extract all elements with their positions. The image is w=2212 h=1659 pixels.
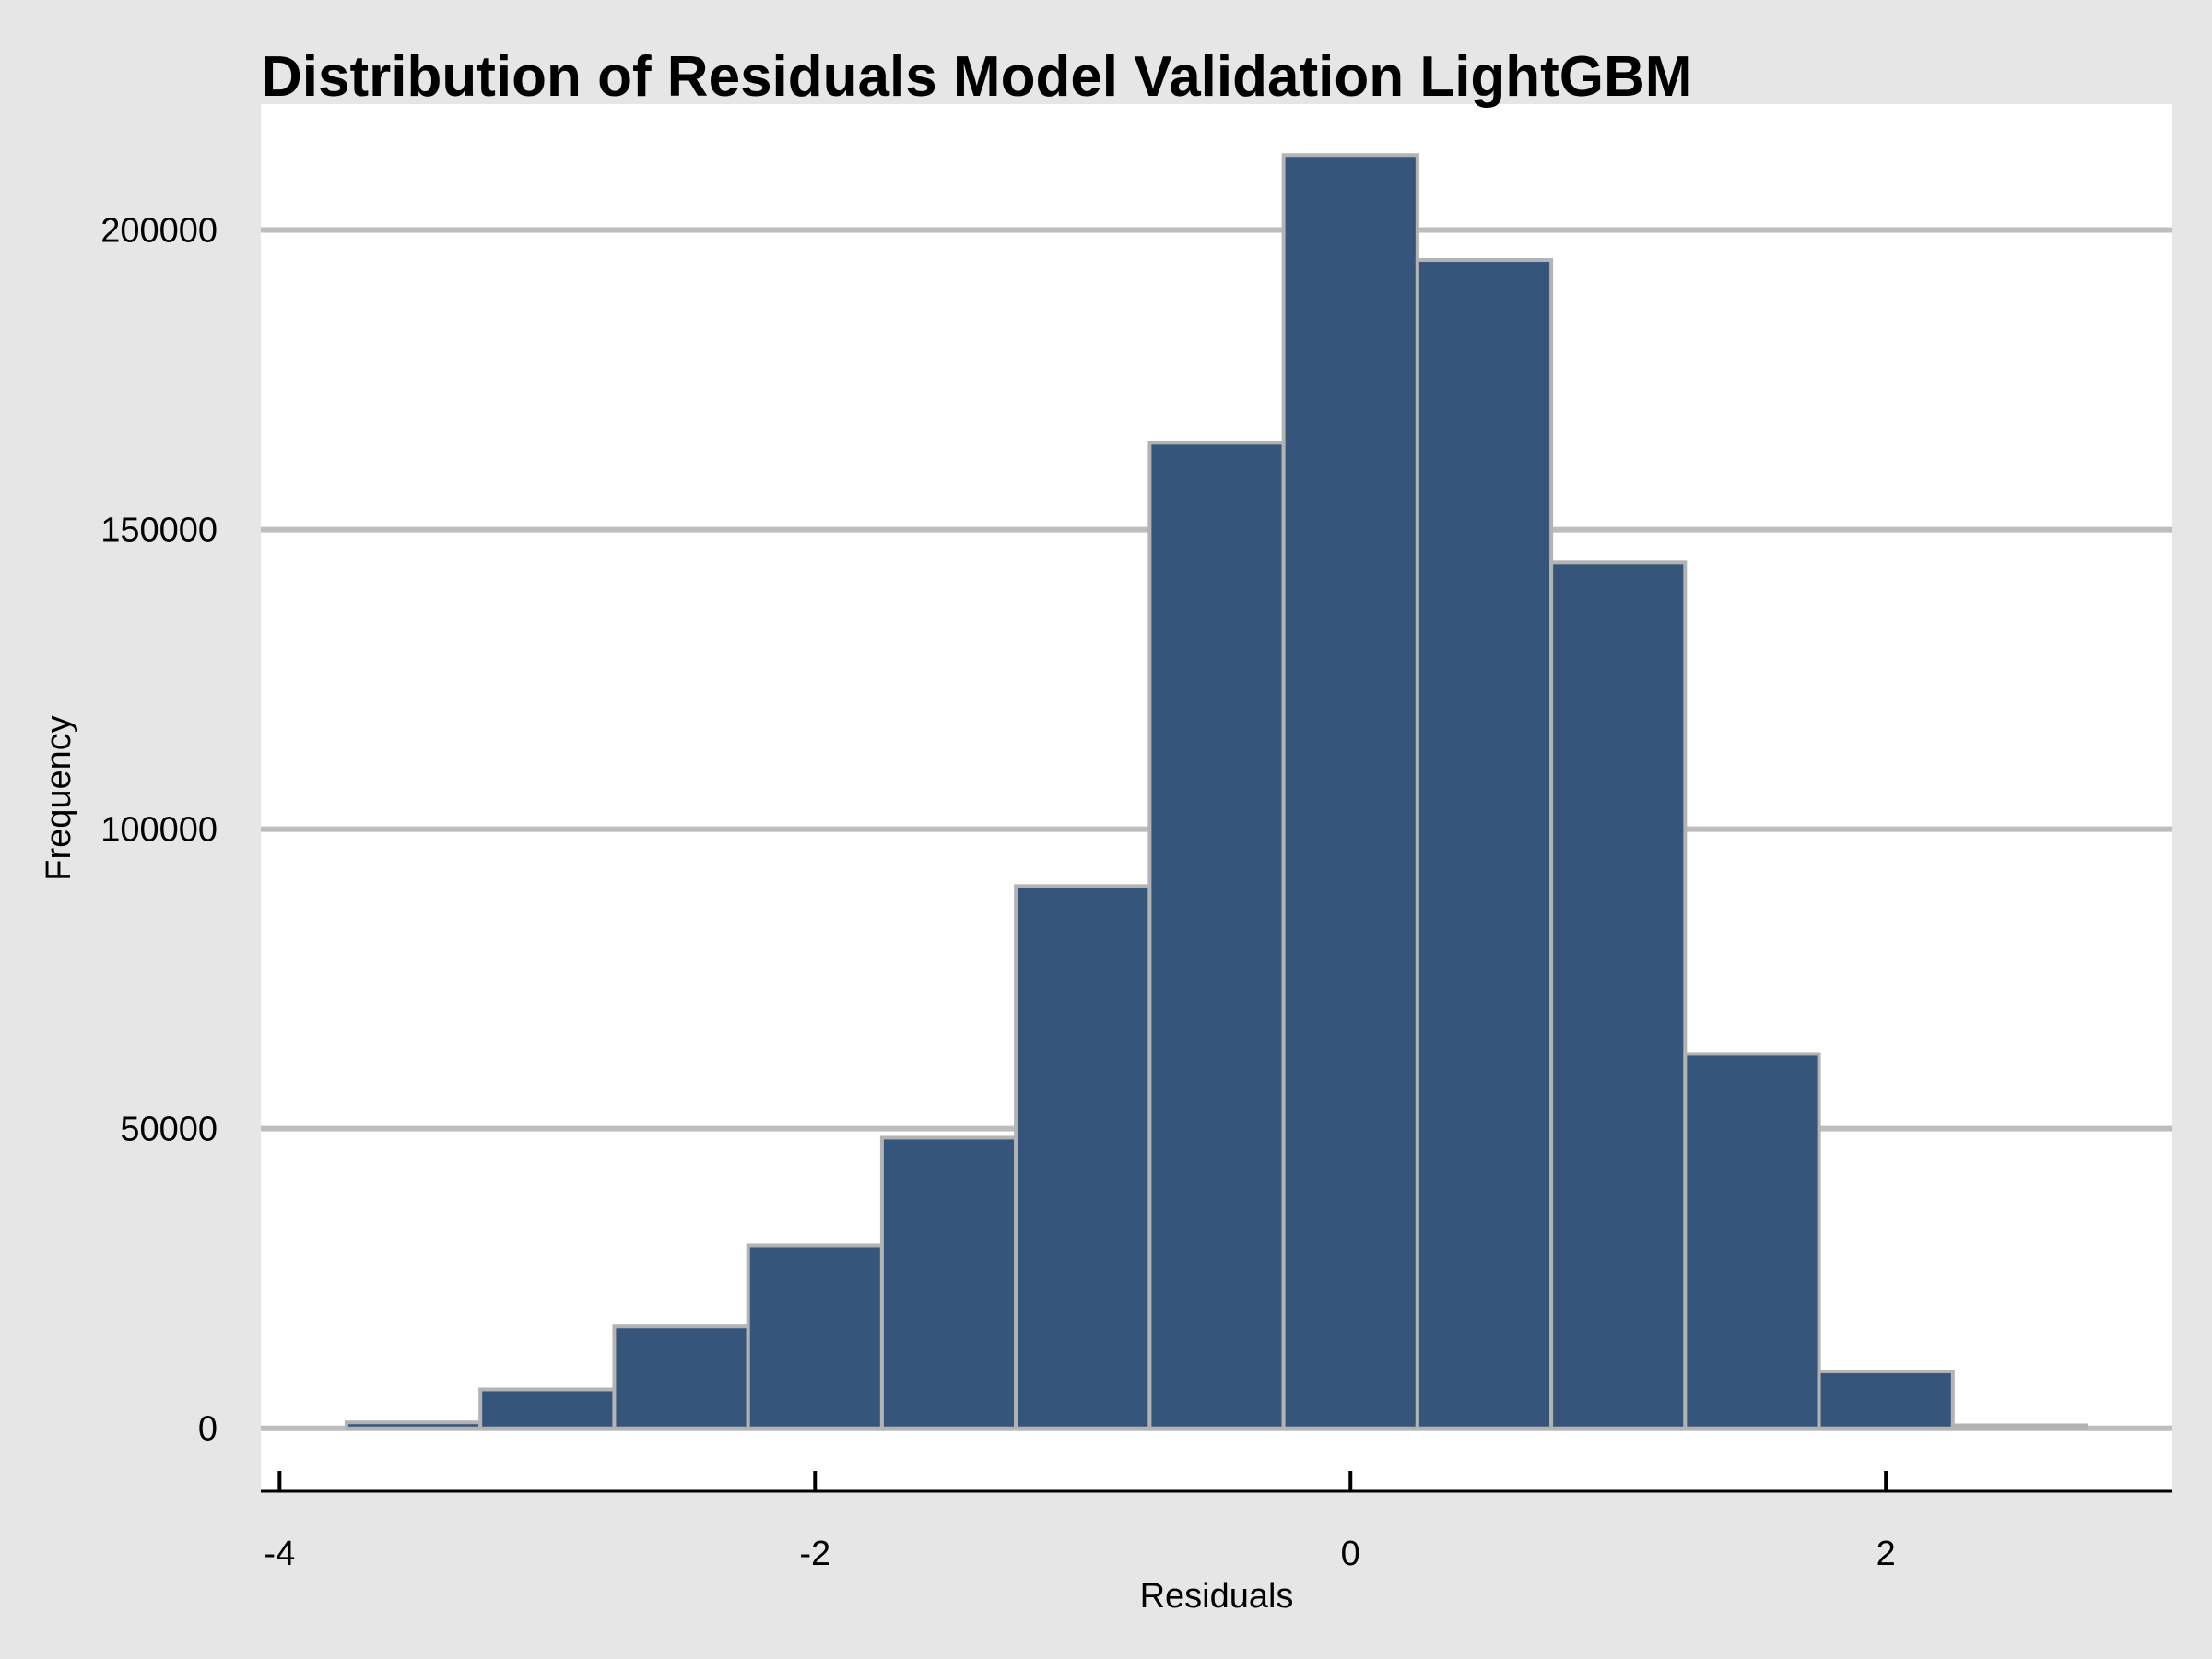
y-tick-label: 50000 <box>120 1111 218 1149</box>
y-tick-label: 100000 <box>100 811 218 850</box>
histogram-bar <box>1950 1423 2089 1430</box>
x-axis-tick-labels: -4 -2 0 2 <box>264 1535 1895 1573</box>
histogram-bar <box>879 1135 1018 1430</box>
histogram-bar <box>478 1387 617 1430</box>
histogram-bar <box>1549 560 1688 1430</box>
histogram-bar <box>1683 1052 1821 1430</box>
y-axis-label: Frequency <box>40 715 78 881</box>
y-axis-tick-labels: 0 50000 100000 150000 200000 <box>100 212 218 1449</box>
x-tick-label: -2 <box>799 1535 830 1573</box>
x-tick-label: -4 <box>264 1535 295 1573</box>
x-axis-label: Residuals <box>1140 1577 1294 1616</box>
y-tick-label: 150000 <box>100 512 218 550</box>
histogram-bar <box>1415 258 1554 1430</box>
histogram-bar <box>746 1243 884 1430</box>
histogram-bar <box>1147 441 1286 1430</box>
histogram-bar <box>1014 884 1152 1430</box>
chart-title: Distribution of Residuals Model Validati… <box>261 45 1692 109</box>
histogram-bar <box>1281 153 1419 1430</box>
histogram-bars <box>344 153 2089 1430</box>
histogram-bar <box>612 1324 750 1430</box>
x-tick-label: 0 <box>1341 1535 1360 1573</box>
histogram-bar <box>1817 1369 1955 1430</box>
histogram-bar <box>344 1420 483 1430</box>
y-tick-label: 200000 <box>100 212 218 251</box>
y-tick-label: 0 <box>198 1410 218 1449</box>
x-tick-label: 2 <box>1877 1535 1896 1573</box>
x-axis <box>261 1471 2172 1493</box>
